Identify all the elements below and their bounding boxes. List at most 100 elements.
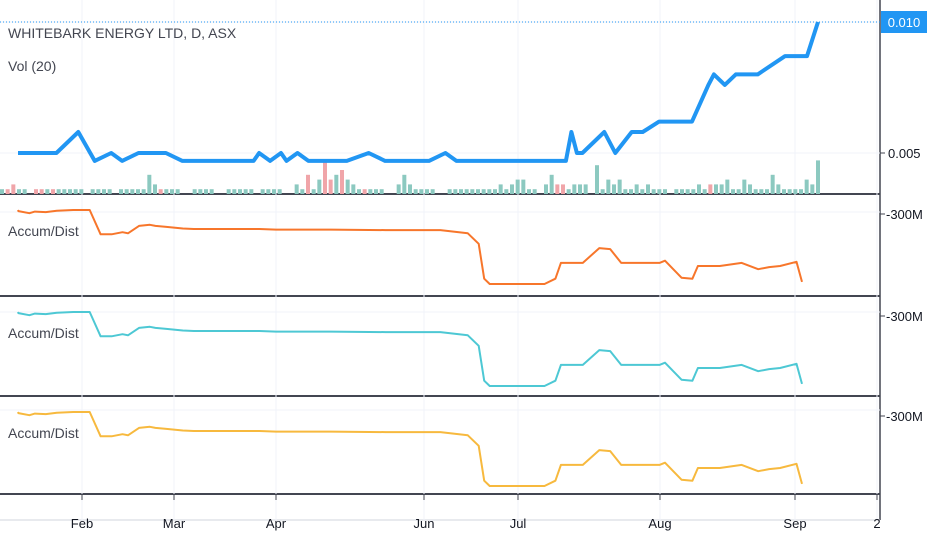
volume-bar: [73, 189, 78, 194]
volume-bar: [164, 189, 169, 194]
indicator-tick-label: -300M: [886, 207, 923, 222]
volume-bar: [776, 184, 781, 194]
volume-bar: [408, 184, 412, 194]
volume-bar: [736, 189, 741, 194]
volume-bar: [697, 184, 701, 194]
volume-bar: [663, 189, 667, 194]
price-line: [18, 21, 820, 163]
volume-bar: [379, 189, 384, 194]
volume-bar: [606, 179, 611, 194]
volume-bar: [124, 189, 129, 194]
volume-bar: [90, 189, 95, 194]
volume-bar: [192, 189, 197, 194]
volume-bar: [600, 189, 605, 194]
volume-bar: [583, 184, 588, 194]
time-tick-label: Jun: [414, 516, 435, 531]
volume-bar: [799, 189, 803, 194]
volume-bar: [753, 189, 758, 194]
volume-bar: [674, 189, 679, 194]
volume-bar: [725, 179, 730, 194]
volume-bar: [266, 189, 271, 194]
volume-bar: [340, 170, 344, 194]
volume-bar: [243, 189, 248, 194]
accum-dist-line: [17, 311, 803, 387]
volume-bar: [651, 189, 656, 194]
volume-bar: [232, 189, 237, 194]
indicator-label: Accum/Dist: [8, 425, 79, 441]
volume-bar: [198, 189, 203, 194]
volume-bar: [374, 189, 378, 194]
volume-bar: [45, 189, 50, 194]
time-tick-label: Mar: [163, 516, 186, 531]
time-tick-label: Aug: [648, 516, 671, 531]
volume-bar: [561, 184, 565, 194]
volume-bar: [742, 179, 747, 194]
volume-bar: [209, 189, 214, 194]
grid-lines: [0, 0, 880, 520]
volume-bar: [430, 189, 435, 194]
volume-bar: [731, 189, 735, 194]
volume-bar: [629, 189, 633, 194]
volume-bar: [793, 189, 798, 194]
volume-bar: [640, 189, 645, 194]
volume-bar: [527, 189, 531, 194]
volume-bar: [714, 184, 718, 194]
chart-title: WHITEBARK ENERGY LTD, D, ASX: [8, 25, 237, 41]
volume-bar: [413, 189, 418, 194]
volume-bar: [549, 174, 554, 194]
volume-bar: [504, 189, 509, 194]
volume-bar: [759, 189, 764, 194]
indicator-tick-label: -300M: [886, 309, 923, 324]
volume-bar: [334, 174, 339, 194]
volume-bar: [770, 174, 775, 194]
volume-bar: [425, 189, 429, 194]
volume-bar: [226, 189, 231, 194]
volume-bar: [17, 189, 21, 194]
volume-bar: [345, 179, 350, 194]
volume-bar: [79, 189, 84, 194]
volume-bar: [311, 189, 316, 194]
time-tick-label: Sep: [783, 516, 806, 531]
volume-bar: [147, 174, 152, 194]
volume-bar: [623, 189, 628, 194]
volume-bar: [646, 184, 650, 194]
volume-bar: [119, 189, 123, 194]
volume-bar: [317, 179, 322, 194]
volume-bar: [481, 189, 486, 194]
time-tick-label: Jul: [510, 516, 527, 531]
volume-bar: [464, 189, 469, 194]
volume-bar: [787, 189, 792, 194]
volume-bar: [158, 189, 163, 194]
volume-bar: [680, 189, 684, 194]
volume-label: Vol (20): [8, 58, 56, 74]
accum-dist-line: [17, 209, 803, 285]
price-tick-label: 0.005: [888, 146, 921, 161]
volume-bar: [62, 189, 67, 194]
volume-bar: [657, 189, 662, 194]
volume-bar: [810, 184, 815, 194]
volume-bar: [782, 189, 786, 194]
volume-bars: [0, 160, 820, 194]
volume-bar: [521, 179, 526, 194]
volume-bar: [260, 189, 265, 194]
volume-bar: [56, 189, 61, 194]
volume-bar: [685, 189, 690, 194]
volume-bar: [22, 189, 27, 194]
volume-bar: [306, 174, 310, 194]
volume-bar: [396, 184, 401, 194]
volume-bar: [419, 189, 424, 194]
volume-bar: [362, 189, 367, 194]
volume-bar: [130, 189, 135, 194]
volume-bar: [368, 189, 373, 194]
volume-bar: [566, 189, 571, 194]
last-price-label: 0.010: [888, 15, 921, 30]
price-series: [0, 21, 880, 163]
volume-bar: [39, 189, 44, 194]
volume-bar: [300, 189, 305, 194]
volume-bar: [748, 184, 752, 194]
volume-bar: [453, 189, 458, 194]
volume-bar: [617, 179, 622, 194]
volume-bar: [51, 189, 55, 194]
volume-bar: [5, 189, 10, 194]
volume-bar: [572, 184, 577, 194]
